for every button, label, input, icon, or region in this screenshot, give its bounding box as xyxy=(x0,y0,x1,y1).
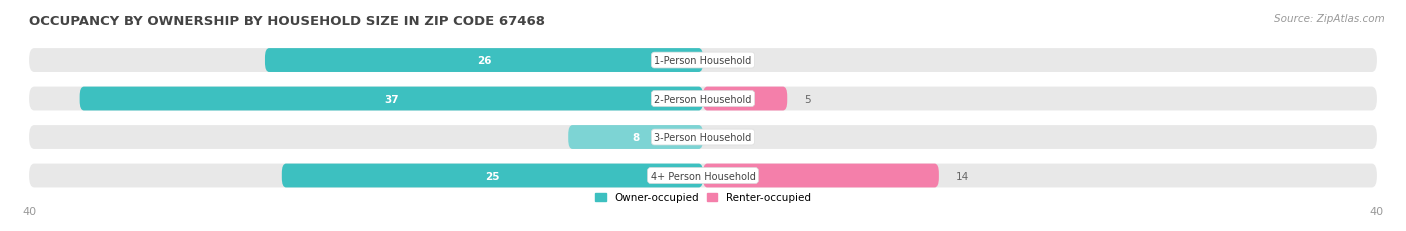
FancyBboxPatch shape xyxy=(30,125,1376,149)
FancyBboxPatch shape xyxy=(568,125,703,149)
Text: OCCUPANCY BY OWNERSHIP BY HOUSEHOLD SIZE IN ZIP CODE 67468: OCCUPANCY BY OWNERSHIP BY HOUSEHOLD SIZE… xyxy=(30,15,546,28)
FancyBboxPatch shape xyxy=(264,49,703,73)
Text: 1-Person Household: 1-Person Household xyxy=(654,56,752,66)
FancyBboxPatch shape xyxy=(703,87,787,111)
FancyBboxPatch shape xyxy=(281,164,703,188)
FancyBboxPatch shape xyxy=(30,164,1376,188)
Text: 0: 0 xyxy=(720,56,727,66)
Text: 0: 0 xyxy=(720,132,727,142)
Text: Source: ZipAtlas.com: Source: ZipAtlas.com xyxy=(1274,14,1385,24)
Text: 5: 5 xyxy=(804,94,811,104)
Text: 37: 37 xyxy=(384,94,399,104)
Text: 25: 25 xyxy=(485,171,499,181)
Text: 14: 14 xyxy=(956,171,969,181)
Text: 4+ Person Household: 4+ Person Household xyxy=(651,171,755,181)
FancyBboxPatch shape xyxy=(80,87,703,111)
Text: 26: 26 xyxy=(477,56,491,66)
Legend: Owner-occupied, Renter-occupied: Owner-occupied, Renter-occupied xyxy=(591,188,815,207)
Text: 2-Person Household: 2-Person Household xyxy=(654,94,752,104)
Text: 8: 8 xyxy=(631,132,640,142)
FancyBboxPatch shape xyxy=(703,164,939,188)
Text: 3-Person Household: 3-Person Household xyxy=(654,132,752,142)
FancyBboxPatch shape xyxy=(30,87,1376,111)
FancyBboxPatch shape xyxy=(30,49,1376,73)
